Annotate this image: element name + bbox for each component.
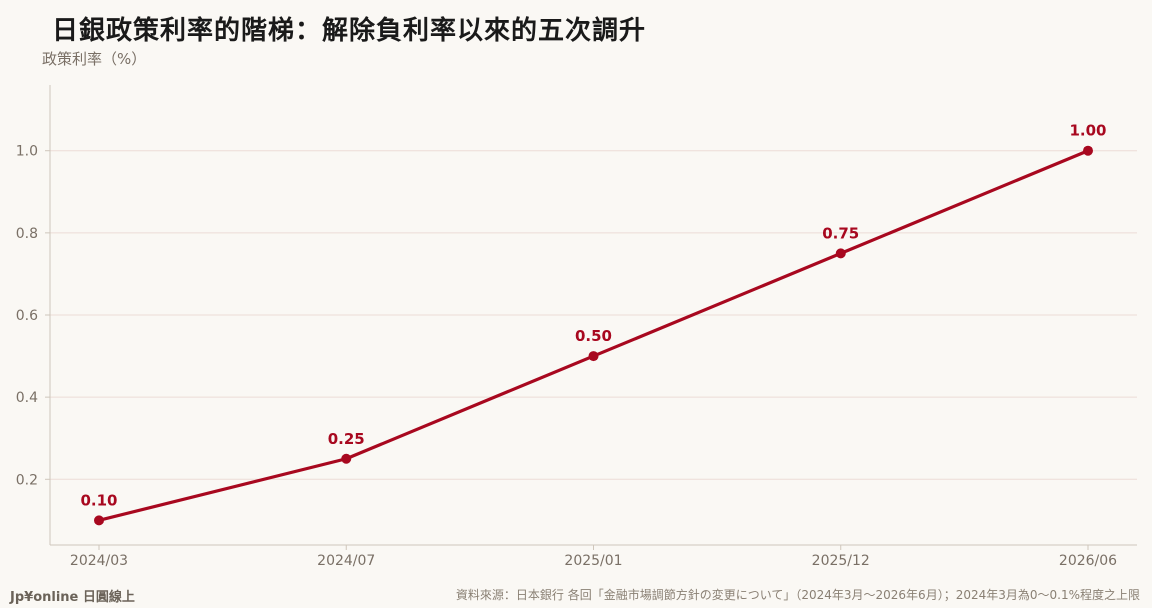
x-tick-labels: 2024/03 2024/07 2025/01 2025/12 2026/06	[70, 545, 1117, 569]
data-point	[835, 248, 846, 259]
y-tick-label: 0.2	[16, 472, 38, 488]
y-axis-label: 政策利率（%）	[42, 50, 146, 68]
y-tick-label: 1.0	[16, 144, 38, 160]
data-label: 0.75	[822, 224, 859, 242]
data-point	[341, 453, 352, 464]
brand-label: Jp¥online 日圓線上	[10, 590, 135, 605]
data-label: 0.10	[80, 491, 117, 509]
x-tick-label: 2026/06	[1059, 553, 1117, 569]
x-tick-label: 2024/07	[317, 553, 375, 569]
x-tick-label: 2025/01	[564, 553, 622, 569]
x-tick-label: 2025/12	[812, 553, 870, 569]
source-note: 資料來源：日本銀行 各回「金融市場調節方針の変更について」（2024年3月〜20…	[455, 588, 1140, 602]
series	[94, 145, 1093, 526]
data-point	[1083, 145, 1093, 156]
data-label: 1.00	[1069, 122, 1106, 140]
y-tick-label: 0.4	[16, 390, 38, 406]
gridlines	[50, 150, 1137, 480]
chart-title: 日銀政策利率的階梯：解除負利率以來的五次調升	[52, 16, 647, 46]
y-tick-labels: 0.2 0.4 0.6 0.8 1.0	[16, 144, 50, 488]
y-tick-label: 0.6	[16, 308, 38, 324]
axes: 政策利率（%）	[42, 50, 1137, 546]
data-labels: 0.10 0.25 0.50 0.75 1.00	[80, 122, 1106, 510]
x-tick-label: 2024/03	[70, 553, 128, 569]
data-point	[588, 351, 599, 362]
data-label: 0.25	[328, 430, 365, 448]
data-label: 0.50	[575, 327, 612, 345]
data-point	[94, 515, 104, 526]
y-tick-label: 0.8	[16, 226, 38, 242]
